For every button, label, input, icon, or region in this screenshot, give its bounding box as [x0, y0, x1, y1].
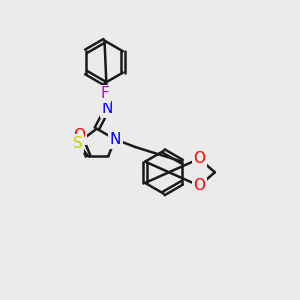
- Text: O: O: [74, 128, 86, 143]
- Text: N: N: [110, 132, 121, 147]
- Text: O: O: [194, 151, 206, 166]
- Text: S: S: [73, 136, 82, 151]
- Text: O: O: [194, 178, 206, 193]
- Text: N: N: [102, 101, 113, 116]
- Text: F: F: [100, 86, 109, 101]
